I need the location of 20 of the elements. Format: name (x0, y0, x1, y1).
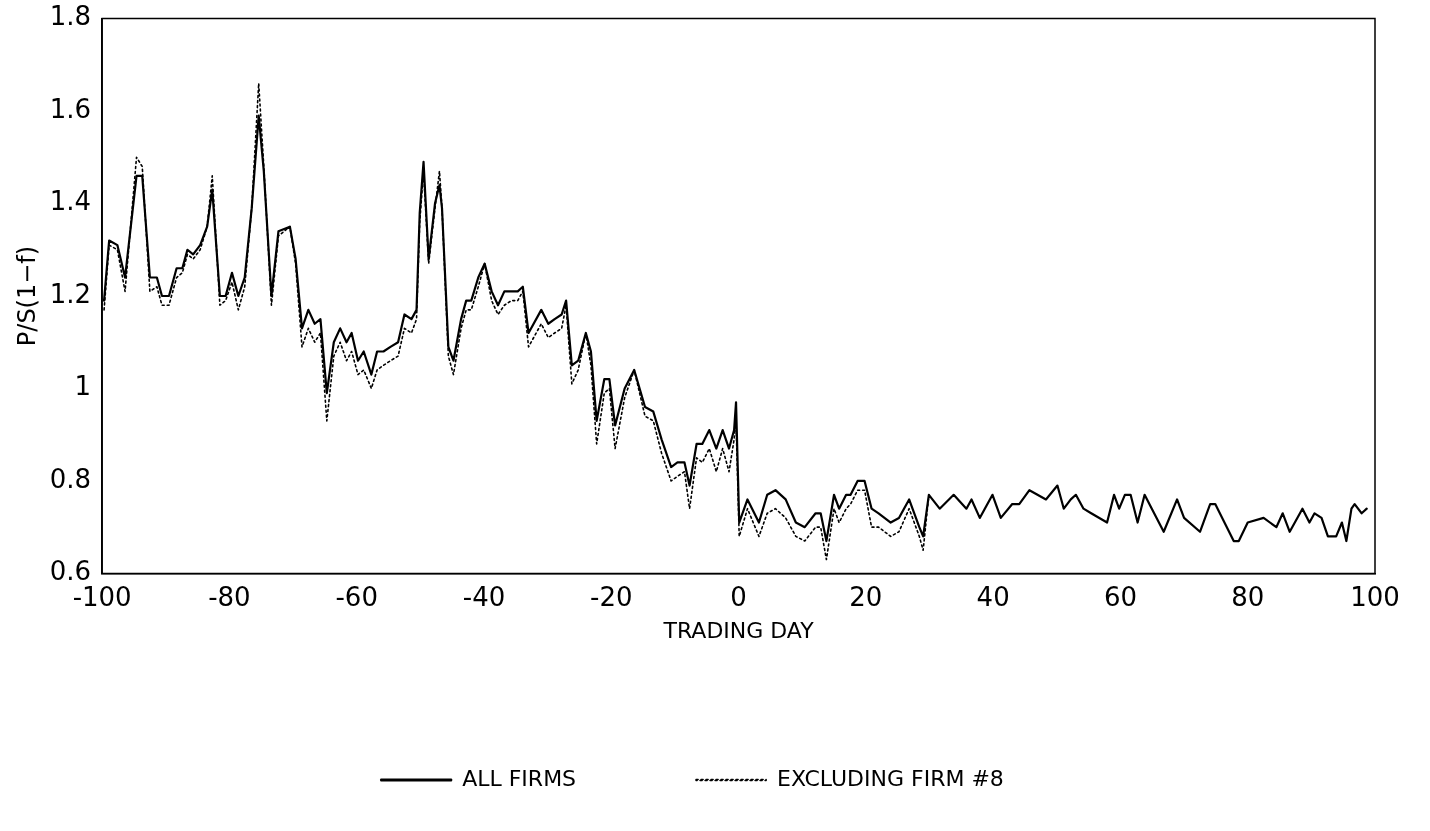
x-tick-label: -80 (208, 581, 251, 612)
y-axis-title: P/S(1−f) (12, 245, 41, 347)
x-tick-label: 60 (1103, 581, 1137, 612)
y-tick-label: 1 (74, 371, 92, 402)
x-tick-label: 40 (976, 581, 1010, 612)
legend-label: EXCLUDING FIRM #8 (777, 765, 1004, 791)
x-tick-label: 80 (1231, 581, 1265, 612)
y-tick-label: 1.6 (49, 93, 92, 124)
y-tick-label: 0.8 (49, 463, 92, 494)
x-tick-label: -20 (590, 581, 633, 612)
y-tick-label: 1.2 (49, 278, 92, 309)
y-tick-label: 1.4 (49, 186, 92, 217)
x-tick-label: 20 (849, 581, 883, 612)
x-tick-label: 100 (1350, 581, 1400, 612)
y-tick-label: 1.8 (49, 1, 92, 32)
x-tick-label: -60 (335, 581, 378, 612)
x-tick-label: 0 (730, 581, 747, 612)
legend-label: ALL FIRMS (462, 765, 577, 791)
x-axis-title: TRADING DAY (662, 617, 815, 643)
x-tick-label: -40 (462, 581, 506, 612)
